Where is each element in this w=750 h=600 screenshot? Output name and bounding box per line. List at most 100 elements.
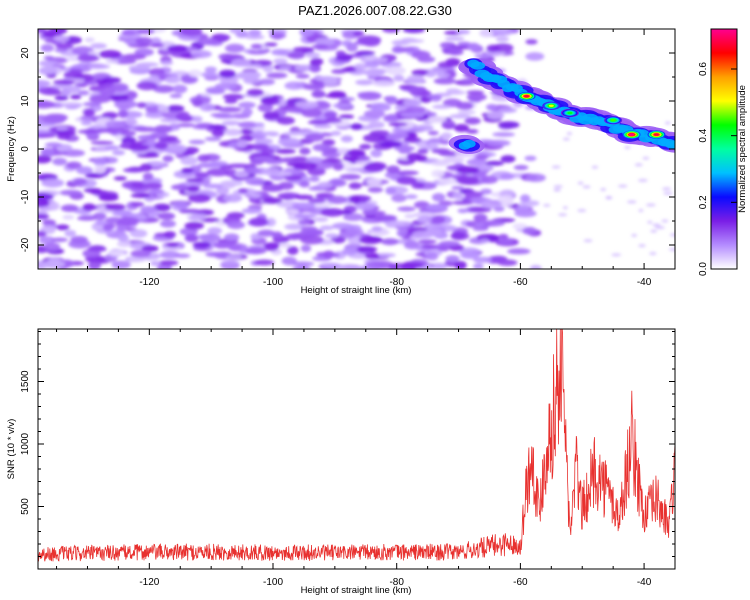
- noise-blob: [350, 123, 363, 130]
- figure-title: PAZ1.2026.007.08.22.G30: [298, 3, 452, 18]
- noise-blob: [244, 167, 261, 174]
- noise-blob: [457, 110, 476, 115]
- noise-blob: [136, 102, 147, 109]
- noise-blob: [55, 43, 74, 50]
- noise-blob: [634, 163, 643, 167]
- noise-blob: [416, 141, 428, 149]
- y-tick-label: 20: [20, 47, 31, 59]
- noise-blob: [411, 181, 425, 189]
- noise-blob: [432, 104, 451, 110]
- noise-blob: [143, 182, 163, 190]
- noise-blob: [292, 266, 312, 269]
- noise-blob: [237, 188, 249, 194]
- noise-blob: [375, 252, 396, 258]
- noise-blob: [498, 107, 518, 113]
- noise-blob: [191, 115, 203, 123]
- noise-blob: [364, 56, 376, 62]
- noise-blob: [152, 85, 175, 93]
- noise-blob: [480, 188, 493, 195]
- noise-blob: [87, 246, 107, 252]
- noise-blob: [275, 148, 296, 154]
- noise-blob: [162, 155, 174, 163]
- noise-blob: [104, 203, 126, 211]
- noise-blob: [661, 219, 669, 223]
- noise-blob: [90, 42, 107, 50]
- noise-blob: [237, 139, 248, 148]
- noise-blob: [500, 155, 516, 163]
- noise-blob: [98, 87, 116, 96]
- noise-blob: [294, 194, 314, 200]
- x-tick-label: -80: [389, 277, 404, 288]
- noise-blob: [300, 244, 312, 253]
- noise-blob: [38, 155, 52, 164]
- noise-blob: [485, 160, 504, 166]
- noise-blob: [112, 149, 126, 156]
- noise-blob: [38, 236, 56, 245]
- noise-blob: [391, 194, 407, 203]
- noise-blob: [247, 50, 267, 55]
- noise-blob: [460, 251, 480, 260]
- noise-blob: [443, 124, 455, 130]
- noise-blob: [38, 79, 51, 88]
- noise-blob: [216, 34, 231, 41]
- noise-blob: [307, 167, 326, 176]
- noise-blob: [385, 95, 398, 105]
- noise-blob: [52, 157, 68, 166]
- noise-blob: [184, 234, 199, 243]
- noise-blob: [425, 72, 436, 78]
- noise-blob: [363, 68, 385, 77]
- noise-blob: [263, 111, 281, 120]
- noise-blob: [121, 30, 137, 36]
- noise-blob: [363, 109, 386, 119]
- noise-blob: [456, 175, 480, 185]
- noise-blob: [290, 261, 315, 267]
- noise-blob: [466, 158, 487, 167]
- noise-blob: [397, 170, 419, 176]
- noise-blob: [341, 248, 358, 256]
- noise-blob: [172, 84, 188, 94]
- colorbar-axis: 0.0 0.2 0.4 0.6: [698, 62, 737, 276]
- noise-blob: [479, 29, 494, 38]
- noise-blob: [154, 141, 168, 150]
- noise-blob: [175, 123, 196, 128]
- noise-blob: [385, 186, 397, 195]
- noise-blob: [562, 137, 570, 141]
- noise-blob: [340, 135, 353, 143]
- noise-blob: [322, 139, 336, 146]
- noise-blob: [393, 47, 416, 53]
- noise-blob: [203, 183, 226, 189]
- noise-blob: [324, 233, 339, 239]
- noise-blob: [663, 191, 673, 195]
- noise-blob: [379, 140, 403, 148]
- noise-blob: [382, 29, 401, 33]
- noise-blob: [307, 120, 330, 125]
- noise-blob: [348, 182, 362, 190]
- noise-blob: [451, 185, 465, 190]
- noise-blob: [125, 117, 137, 126]
- colorbar-tick-label: 0.0: [698, 262, 709, 276]
- noise-blob: [38, 199, 50, 208]
- noise-blob: [38, 213, 50, 219]
- noise-blob: [191, 50, 212, 59]
- noise-blob: [305, 52, 321, 59]
- colorbar-tick-label: 0.4: [698, 128, 709, 142]
- noise-blob: [626, 200, 637, 204]
- noise-blob: [347, 264, 362, 269]
- noise-blob: [310, 57, 324, 66]
- noise-blob: [498, 234, 509, 239]
- noise-blob: [93, 157, 107, 166]
- noise-blob: [73, 178, 87, 185]
- noise-blob: [223, 233, 240, 242]
- noise-blob: [624, 146, 631, 150]
- x-tick-label: -120: [139, 577, 159, 588]
- noise-blob: [294, 213, 317, 219]
- noise-blob: [452, 200, 474, 205]
- noise-blob: [54, 95, 69, 101]
- noise-blob: [252, 156, 275, 162]
- noise-blob: [250, 43, 263, 50]
- noise-blob: [67, 85, 81, 94]
- noise-blob: [348, 195, 360, 203]
- noise-blob: [41, 178, 65, 188]
- noise-blob: [342, 156, 362, 162]
